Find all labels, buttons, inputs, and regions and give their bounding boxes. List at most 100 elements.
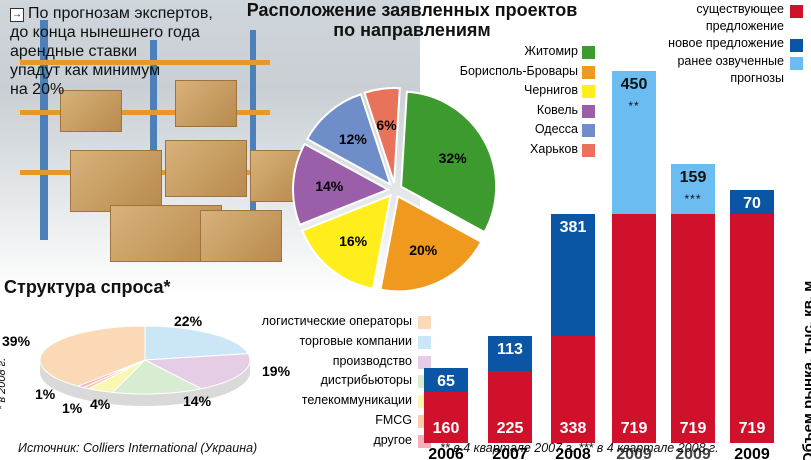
bar-value-label: 160: [432, 420, 460, 437]
bar-legend-label: предложение: [705, 19, 784, 33]
bar-category-label: 2009: [734, 446, 770, 460]
bar-legend-swatch: [790, 57, 803, 70]
demand-slice-3: [143, 353, 251, 390]
bar-value-label: 719: [738, 420, 766, 437]
demand-legend-label: другое: [373, 432, 412, 447]
directions-slice-label: 32%: [438, 150, 467, 167]
directions-legend-label: Одесса: [534, 122, 578, 136]
directions-legend-label: Борисполь-Бровары: [459, 63, 578, 78]
bar-segment: [551, 214, 595, 336]
demand-slice-4: [111, 359, 203, 395]
footnote: ** в 4 квартале 2007 г. *** в 4 квартале…: [440, 441, 719, 455]
bar-legend-label: прогнозы: [730, 71, 784, 85]
demand-slice-label: 19%: [262, 363, 291, 379]
directions-slice-label: 20%: [409, 241, 438, 258]
directions-legend-label: Чернигов: [524, 83, 578, 97]
demand-slice-1: [39, 325, 146, 387]
bar-value-label: 70: [743, 195, 761, 213]
bar-category-label: 2009: [616, 446, 652, 460]
directions-slice-3: [301, 193, 392, 290]
bar-value-label: 381: [559, 219, 587, 237]
note-line-2: до конца нынешнего года: [10, 24, 200, 41]
bar-legend-label: существующее: [696, 2, 784, 16]
demand-slice-label: 1%: [62, 400, 83, 416]
bar-category-label: 2008: [555, 446, 591, 460]
directions-slice-2: [379, 194, 483, 293]
directions-slice-label: 16%: [339, 232, 368, 249]
demand-legend-label: FMCG: [375, 413, 412, 427]
demand-slice-7: [76, 359, 146, 389]
bar-segment: [671, 163, 715, 215]
directions-legend-swatch: [582, 143, 595, 157]
demand-legend-swatch: [418, 335, 431, 349]
directions-legend-label: Харьков: [530, 141, 578, 156]
bar-segment: [424, 368, 468, 393]
directions-slice-label: 14%: [315, 178, 344, 195]
bar-category-label: 2006: [428, 446, 464, 460]
bar-value-label: 719: [679, 420, 707, 437]
bar-segment: [730, 190, 774, 215]
bar-category-label: 2007: [492, 446, 528, 460]
demand-pie: [39, 325, 251, 406]
bar-value-label: 719: [620, 420, 648, 437]
demand-slice-2: [144, 325, 249, 361]
note-line-4: упадут как минимум: [10, 62, 161, 79]
bar-category-label: 2009: [675, 446, 711, 460]
demand-legend-swatch: [418, 316, 431, 329]
expert-note: → По прогнозам экспертов, до конца нынешн…: [10, 4, 213, 99]
directions-chart-title: Расположение заявленных проектов по напр…: [232, 0, 592, 40]
bar-footnote-mark: ***: [684, 191, 702, 206]
bar-value-label: 159: [679, 168, 707, 186]
bar-legend-swatch: [790, 39, 803, 52]
directions-legend-label: Житомир: [524, 44, 578, 58]
demand-legend-label: логистические операторы: [261, 314, 412, 328]
demand-note: * в 2008 г.: [0, 357, 8, 410]
directions-legend-swatch: [582, 65, 595, 79]
directions-title-line-2: по направлениям: [333, 20, 491, 40]
bar-footnote-mark: **: [628, 99, 640, 114]
bar-value-label: 450: [620, 76, 648, 94]
directions-slice-5: [305, 93, 393, 187]
directions-slice-label: 12%: [338, 131, 367, 148]
demand-slice-label: 22%: [174, 313, 203, 329]
bar-legend-swatch: [790, 5, 803, 18]
demand-legend-label: дистрибьюторы: [320, 373, 412, 388]
bar-segment: [488, 371, 532, 443]
directions-legend-label: Ковель: [536, 102, 578, 117]
directions-slice-6: [363, 87, 401, 184]
demand-slice-label: 39%: [2, 333, 31, 349]
arrow-box-icon: →: [10, 8, 24, 22]
directions-legend-swatch: [582, 124, 595, 137]
bar-segment: [551, 335, 595, 443]
bar-value-label: 65: [437, 373, 455, 391]
bar-segment: [612, 71, 656, 215]
source-note: Источник: Colliers International (Украин…: [18, 441, 258, 455]
bar-value-label: 225: [496, 420, 524, 437]
demand-legend-label: телекоммуникации: [301, 393, 412, 408]
directions-legend-swatch: [582, 46, 595, 59]
note-line-5: на 20%: [10, 81, 65, 98]
bar-segment: [424, 392, 468, 443]
bar-value-label: 338: [559, 420, 587, 437]
directions-pie: [292, 87, 498, 293]
demand-slice-label: 4%: [90, 396, 111, 412]
directions-slice-4: [292, 142, 391, 227]
demand-chart-title: Структура спроса*: [4, 277, 171, 297]
bar-legend-label: ранее озвученные: [677, 54, 784, 68]
demand-legend-label: производство: [332, 353, 412, 368]
bar-legend-label: новое предложение: [668, 36, 784, 50]
directions-legend-swatch: [582, 85, 595, 98]
bar-y-axis-label: Объем рынка, тыс. кв. м: [800, 281, 811, 460]
demand-slice-label: 14%: [183, 393, 212, 409]
bar-segment: [488, 335, 532, 372]
bar-segment: [671, 214, 715, 443]
note-line-3: арендные ставки: [10, 43, 138, 60]
bar-segment: [612, 214, 656, 443]
directions-slice-label: 6%: [376, 116, 397, 133]
demand-legend-swatch: [418, 355, 431, 369]
bar-segment: [730, 214, 774, 443]
demand-legend-label: торговые компании: [299, 333, 412, 348]
directions-title-line-1: Расположение заявленных проектов: [246, 0, 578, 20]
bar-value-label: 113: [497, 340, 523, 358]
directions-legend-swatch: [582, 104, 595, 118]
